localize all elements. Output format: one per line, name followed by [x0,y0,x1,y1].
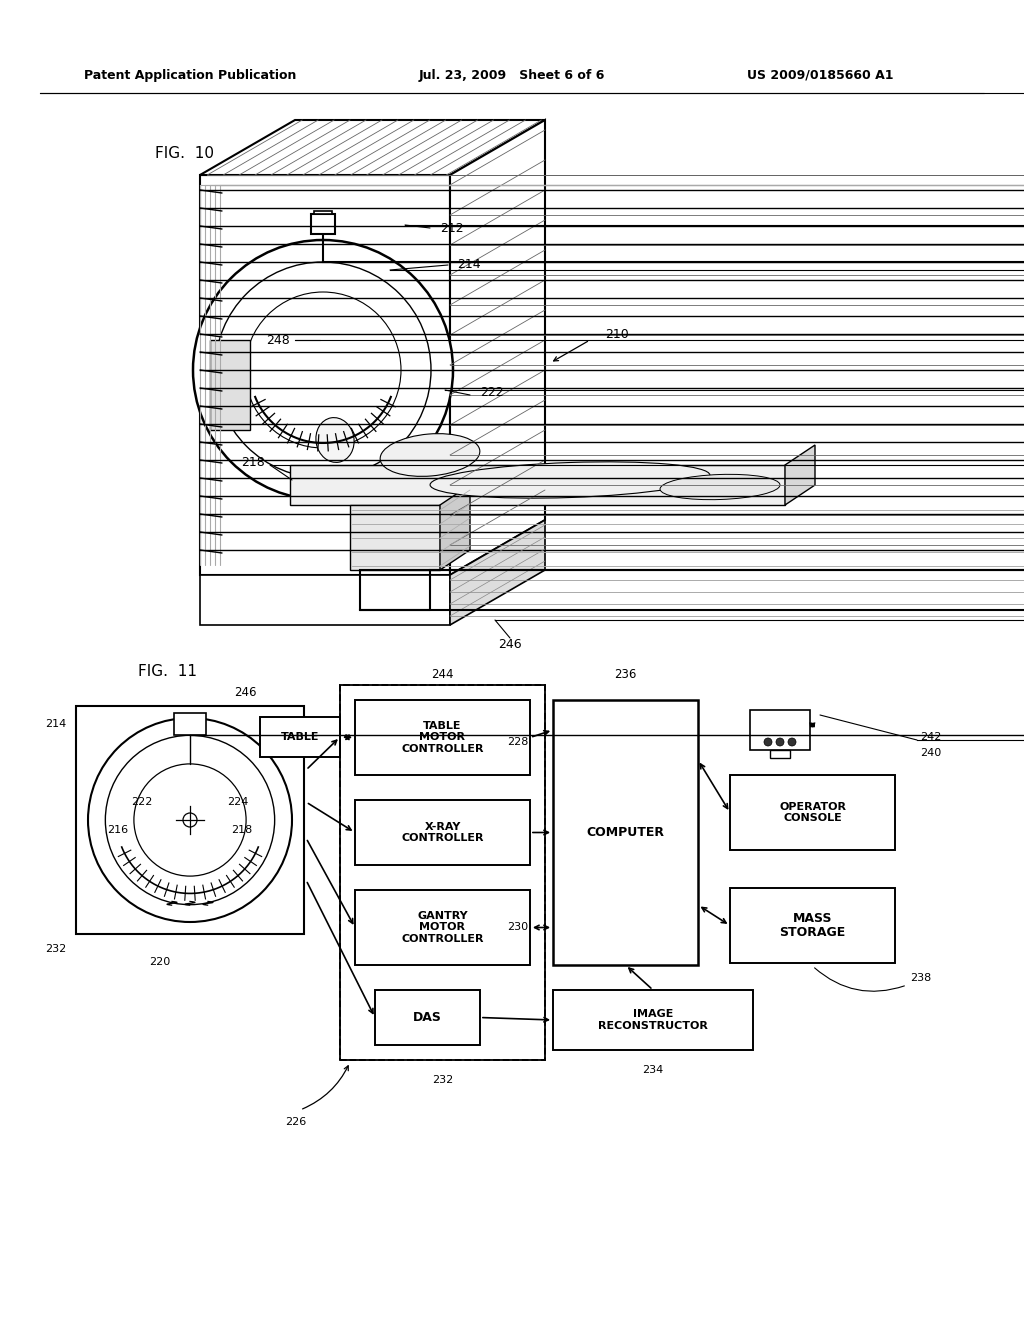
Circle shape [105,735,274,904]
Bar [355,890,530,965]
Circle shape [215,261,431,478]
Text: TABLE: TABLE [281,733,319,742]
Circle shape [88,718,292,921]
Polygon shape [200,120,545,176]
Text: 238: 238 [910,973,931,983]
Text: 246: 246 [233,685,256,698]
Bar [553,700,698,965]
Text: 224: 224 [227,797,249,807]
Circle shape [183,813,197,828]
Bar [375,990,480,1045]
Circle shape [776,738,784,746]
Text: 220: 220 [150,957,171,968]
Text: X-RAY
CONTROLLER: X-RAY CONTROLLER [401,821,483,843]
Ellipse shape [430,462,710,498]
Text: 216: 216 [108,825,129,836]
Text: US 2009/0185660 A1: US 2009/0185660 A1 [746,69,893,82]
Bar [355,800,530,865]
Polygon shape [770,750,790,758]
Text: DAS: DAS [413,1011,442,1024]
Text: Jul. 23, 2009   Sheet 6 of 6: Jul. 23, 2009 Sheet 6 of 6 [419,69,605,82]
Bar [355,700,530,775]
Bar [730,888,895,964]
Circle shape [193,240,453,500]
Polygon shape [314,211,332,214]
Text: MASS
STORAGE: MASS STORAGE [779,912,846,940]
Polygon shape [174,713,206,735]
Circle shape [788,738,796,746]
Polygon shape [450,120,545,576]
Polygon shape [200,176,450,576]
Polygon shape [440,484,470,570]
Text: 210: 210 [605,329,629,342]
Text: 236: 236 [614,668,637,681]
Text: 214: 214 [457,259,480,272]
Text: OPERATOR
CONSOLE: OPERATOR CONSOLE [779,801,846,824]
Text: 214: 214 [45,719,66,729]
Circle shape [134,764,246,876]
Polygon shape [210,341,250,430]
Polygon shape [200,576,450,624]
Text: 230: 230 [507,923,528,932]
Text: 222: 222 [131,797,153,807]
Bar [260,717,340,756]
Text: 232: 232 [432,1074,454,1085]
Ellipse shape [380,434,480,477]
Text: Patent Application Publication: Patent Application Publication [84,69,296,82]
Text: GANTRY
MOTOR
CONTROLLER: GANTRY MOTOR CONTROLLER [401,911,483,944]
Text: 218: 218 [242,455,265,469]
Text: 244: 244 [431,668,454,681]
Text: 232: 232 [45,944,66,954]
Text: FIG.  11: FIG. 11 [138,664,197,680]
Polygon shape [311,214,335,234]
Text: 218: 218 [231,825,253,836]
Polygon shape [785,445,815,506]
Polygon shape [76,706,304,935]
Text: 212: 212 [440,222,464,235]
Text: TABLE
MOTOR
CONTROLLER: TABLE MOTOR CONTROLLER [401,721,483,754]
Circle shape [764,738,772,746]
Text: 240: 240 [920,748,941,758]
Text: FIG.  10: FIG. 10 [155,145,214,161]
Text: 226: 226 [285,1117,306,1127]
Bar [730,775,895,850]
Text: 228: 228 [507,737,528,747]
Bar [553,990,753,1049]
Polygon shape [350,506,440,570]
Text: 242: 242 [920,733,941,742]
Polygon shape [290,465,785,506]
Text: 248: 248 [266,334,290,346]
Text: 234: 234 [642,1065,664,1074]
Bar [340,685,545,1060]
Circle shape [245,292,401,447]
Text: COMPUTER: COMPUTER [587,826,665,840]
Polygon shape [750,710,810,750]
Text: 222: 222 [480,387,504,400]
Text: IMAGE
RECONSTRUCTOR: IMAGE RECONSTRUCTOR [598,1010,708,1031]
Ellipse shape [660,474,780,500]
Polygon shape [450,520,545,624]
Text: 246: 246 [499,639,522,652]
Ellipse shape [315,417,354,462]
